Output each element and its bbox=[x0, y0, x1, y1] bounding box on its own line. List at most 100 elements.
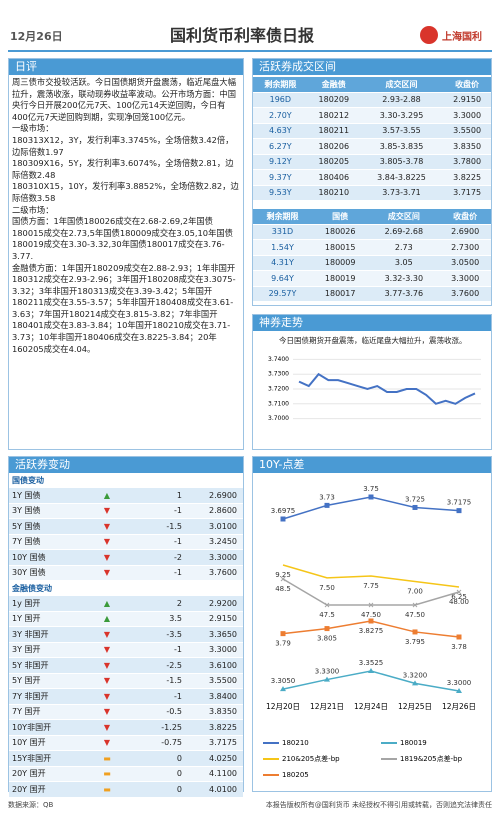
bond-table: 剩余期限 国债 成交区间 收盘价 331D 180026 2.69-2.68 2.6900 1.… bbox=[253, 209, 491, 302]
changes-panel: 活跃券变动 国债变动 1Y 国债 ▲ 1 2.6900 3Y 国债 ▼ -1 2.8600 5Y … bbox=[8, 456, 244, 798]
column-header: 剩余期限 bbox=[253, 209, 312, 225]
section-title: 活跃券变动 bbox=[9, 457, 243, 473]
row: 1Y 国开 ▲ 3.5 2.9150 bbox=[9, 611, 243, 627]
cell: 29.57Y bbox=[253, 286, 312, 302]
bond-name: 7Y 非国开 bbox=[9, 688, 82, 705]
data-label: 3.78 bbox=[451, 643, 467, 651]
yield: 2.6900 bbox=[182, 487, 243, 504]
row: 7Y 非国开 ▼ -1 3.8400 bbox=[9, 688, 243, 705]
legend-label: 180205 bbox=[282, 771, 309, 779]
cell: 3.7800 bbox=[443, 154, 491, 170]
data-label: 3.805 bbox=[317, 635, 337, 643]
trend-icon: ▼ bbox=[82, 673, 132, 689]
paragraph: 周三债市交投较活跃。今日国债期货开盘震荡，临近尾盘大幅拉升，震荡收涨，联动现券收… bbox=[12, 77, 237, 122]
bond-name: 10Y 国开 bbox=[9, 735, 82, 751]
cell: 3.84-3.8225 bbox=[359, 169, 444, 186]
legend-label: 1819&205点差-bp bbox=[400, 754, 463, 763]
date: 12月26日 bbox=[10, 30, 63, 43]
bond-name: 7Y 国开 bbox=[9, 704, 82, 720]
yield: 4.1100 bbox=[182, 766, 243, 782]
cell: 2.69-2.68 bbox=[368, 224, 440, 240]
cell: 3.32-3.30 bbox=[368, 270, 440, 287]
bond-name: 5Y 国开 bbox=[9, 673, 82, 689]
cell: 3.8225 bbox=[443, 169, 491, 186]
trend-icon: ▲ bbox=[82, 611, 132, 627]
bond-name: 3Y 国开 bbox=[9, 642, 82, 658]
x-tick-label: 12月25日 bbox=[398, 702, 432, 711]
data-label: 3.3000 bbox=[447, 679, 472, 687]
bond-name: 1y 国开 bbox=[9, 595, 82, 612]
cell: 2.70Y bbox=[253, 107, 308, 124]
trend-icon: ▼ bbox=[82, 719, 132, 736]
row: 1y 国开 ▲ 2 2.9200 bbox=[9, 595, 243, 612]
change: -1 bbox=[132, 503, 182, 519]
row: 7Y 国开 ▼ -0.5 3.8350 bbox=[9, 704, 243, 720]
yield: 3.6100 bbox=[182, 657, 243, 674]
row: 7Y 国债 ▼ -1 3.2450 bbox=[9, 534, 243, 550]
data-label: 7.00 bbox=[407, 588, 423, 596]
change: -1 bbox=[132, 565, 182, 581]
row: 10Y非国开 ▼ -1.25 3.8225 bbox=[9, 719, 243, 736]
data-label: 47.50 bbox=[361, 611, 381, 619]
bond-name: 20Y 国开 bbox=[9, 766, 82, 782]
row: 2.70Y 180212 3.30-3.295 3.3000 bbox=[253, 107, 491, 124]
cell: 180212 bbox=[307, 107, 360, 124]
row: 29.57Y 180017 3.77-3.76 3.7600 bbox=[253, 286, 491, 302]
cell: 3.57-3.55 bbox=[359, 123, 444, 139]
change: 2 bbox=[132, 595, 182, 612]
row: 10Y 国开 ▼ -0.75 3.7175 bbox=[9, 735, 243, 751]
marker bbox=[324, 676, 330, 682]
data-label: 3.3300 bbox=[315, 668, 340, 676]
report-title: 国利货币利率债日报 bbox=[170, 26, 315, 45]
change: 0 bbox=[132, 766, 182, 782]
cell: 180211 bbox=[307, 123, 360, 139]
cell: 331D bbox=[253, 224, 312, 240]
x-tick-label: 12月20日 bbox=[266, 702, 300, 711]
row: 15Y非国开 ▬ 0 4.0250 bbox=[9, 750, 243, 767]
trend-icon: ▼ bbox=[82, 735, 132, 751]
changes-table: 国债变动 1Y 国债 ▲ 1 2.6900 3Y 国债 ▼ -1 2.8600 5Y 国债 ▼ -1.… bbox=[9, 473, 243, 798]
yield: 3.5500 bbox=[182, 673, 243, 689]
marker bbox=[368, 494, 374, 500]
column-header: 金融债 bbox=[307, 77, 360, 93]
yield: 3.8400 bbox=[182, 688, 243, 705]
cell: 2.7300 bbox=[439, 239, 491, 256]
cell: 196D bbox=[253, 92, 308, 108]
change: -1 bbox=[132, 642, 182, 658]
yield: 3.3650 bbox=[182, 626, 243, 643]
column-header: 收盘价 bbox=[439, 209, 491, 225]
data-label: 47.50 bbox=[405, 611, 425, 619]
cell: 3.73-3.71 bbox=[359, 185, 444, 201]
cell: 3.05 bbox=[368, 255, 440, 271]
marker bbox=[280, 686, 286, 692]
cell: 180406 bbox=[307, 169, 360, 186]
cell: 3.8350 bbox=[443, 138, 491, 155]
row: 3Y 国开 ▼ -1 3.3000 bbox=[9, 642, 243, 658]
trend-line bbox=[298, 372, 476, 405]
marker bbox=[368, 668, 374, 673]
cell: 3.77-3.76 bbox=[368, 286, 440, 302]
table: 剩余期限 金融债 成交区间 收盘价 196D 180209 2.93-2.88 2.9150 2… bbox=[253, 77, 491, 201]
data-label: 3.79 bbox=[275, 640, 291, 648]
trend-icon: ▲ bbox=[82, 595, 132, 612]
data-label: 3.7175 bbox=[447, 499, 472, 507]
row: 9.53Y 180210 3.73-3.71 3.7175 bbox=[253, 185, 491, 201]
column-header: 国债 bbox=[312, 209, 369, 225]
bond-name: 10Y 国债 bbox=[9, 549, 82, 566]
trend-icon: ▼ bbox=[82, 503, 132, 519]
data-label: 7.50 bbox=[319, 584, 335, 592]
marker bbox=[324, 626, 330, 632]
row: 9.64Y 180019 3.32-3.30 3.3000 bbox=[253, 270, 491, 287]
series-line bbox=[282, 496, 460, 520]
change: 3.5 bbox=[132, 611, 182, 627]
cell: 3.85-3.835 bbox=[359, 138, 444, 155]
yield: 4.0100 bbox=[182, 781, 243, 798]
trend-icon: ▼ bbox=[82, 704, 132, 720]
trend-icon: ▼ bbox=[82, 518, 132, 535]
data-label: 9.25 bbox=[275, 571, 291, 579]
source: 数据来源：QB bbox=[8, 801, 54, 809]
bond-name: 10Y非国开 bbox=[9, 719, 82, 736]
cell: 3.7600 bbox=[439, 286, 491, 302]
marker bbox=[280, 631, 286, 637]
change: -0.5 bbox=[132, 704, 182, 720]
